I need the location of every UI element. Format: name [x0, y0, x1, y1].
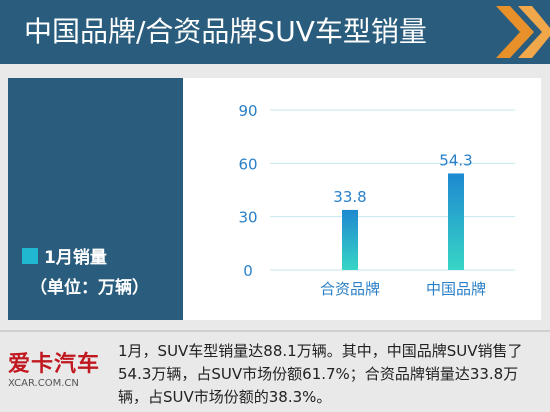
- legend-label: 1月销量: [44, 248, 107, 268]
- x-category-label: 合资品牌: [320, 280, 380, 298]
- y-tick-label: 60: [238, 155, 257, 173]
- y-tick-label: 0: [243, 262, 253, 280]
- footer-divider: [0, 330, 550, 332]
- header-bar: 中国品牌/合资品牌SUV车型销量: [0, 0, 550, 64]
- logo: 爱卡汽车 XCAR.COM.CN: [8, 346, 108, 389]
- bar: [342, 209, 358, 270]
- legend-panel: [8, 78, 183, 320]
- page-title: 中国品牌/合资品牌SUV车型销量: [24, 15, 427, 48]
- chevron-right-icon: [496, 6, 550, 58]
- logo-text: 爱卡汽车: [8, 352, 101, 377]
- legend-unit: （单位：万辆）: [30, 278, 149, 298]
- bar: [448, 173, 464, 270]
- y-tick-label: 30: [238, 209, 257, 227]
- legend-swatch: [22, 248, 38, 264]
- bar-chart: 0 30 60 90 33.8 合资品牌 54.3 中国品牌: [238, 102, 515, 298]
- summary-text: 1月，SUV车型销量达88.1万辆。其中，中国品牌SUV销售了54.3万辆，占S…: [118, 342, 523, 406]
- logo-subtext: XCAR.COM.CN: [8, 378, 79, 389]
- bar-value-label: 54.3: [439, 151, 472, 169]
- bar-value-label: 33.8: [333, 188, 366, 206]
- y-tick-label: 90: [238, 102, 257, 120]
- x-category-label: 中国品牌: [426, 280, 486, 298]
